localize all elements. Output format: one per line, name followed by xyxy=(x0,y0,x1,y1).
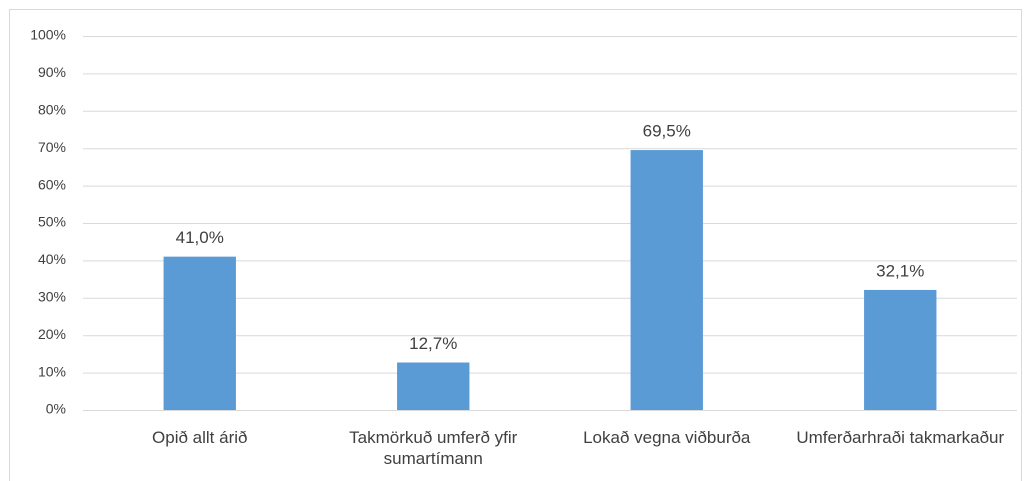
y-tick-label: 0% xyxy=(46,401,66,417)
bar xyxy=(864,289,937,410)
bar xyxy=(630,150,703,410)
chart-frame xyxy=(9,9,1022,481)
value-label: 41,0% xyxy=(176,228,224,247)
y-tick-label: 70% xyxy=(38,139,66,155)
value-label: 12,7% xyxy=(409,334,457,353)
x-tick-label: Umferðarhraði takmarkaður xyxy=(796,428,1005,447)
y-tick-label: 20% xyxy=(38,326,66,342)
bar xyxy=(163,256,236,410)
y-tick-label: 80% xyxy=(38,102,66,118)
value-label: 69,5% xyxy=(643,122,691,141)
x-tick-label: Opið allt árið xyxy=(152,428,248,447)
bar xyxy=(397,362,470,410)
y-tick-label: 40% xyxy=(38,251,66,267)
y-tick-label: 10% xyxy=(38,363,66,379)
y-tick-label: 60% xyxy=(38,176,66,192)
y-tick-label: 90% xyxy=(38,64,66,80)
value-label: 32,1% xyxy=(876,261,924,280)
y-tick-label: 30% xyxy=(38,289,66,305)
y-tick-label: 100% xyxy=(30,27,66,43)
x-tick-label: Lokað vegna viðburða xyxy=(583,428,751,447)
y-tick-label: 50% xyxy=(38,214,66,230)
x-tick-label: Takmörkuð umferð yfir sumartímann xyxy=(349,428,518,468)
